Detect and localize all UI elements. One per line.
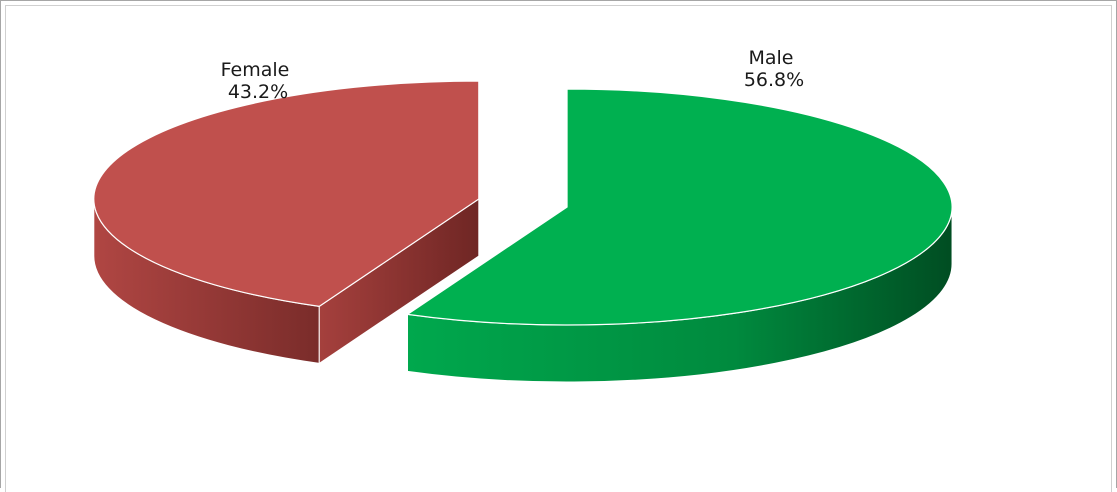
pie-slice-male bbox=[405, 88, 953, 383]
slice-label-female: Female 43.2% bbox=[221, 59, 296, 103]
female-value: 43.2% bbox=[228, 81, 288, 103]
pie-slice-female bbox=[93, 80, 480, 365]
male-value: 56.8% bbox=[744, 69, 804, 91]
slice-label-male: Male 56.8% bbox=[744, 47, 804, 91]
slice-top-male bbox=[405, 88, 953, 326]
slice-top-female bbox=[93, 80, 480, 308]
female-name: Female bbox=[221, 59, 290, 81]
male-name: Male bbox=[748, 47, 793, 69]
